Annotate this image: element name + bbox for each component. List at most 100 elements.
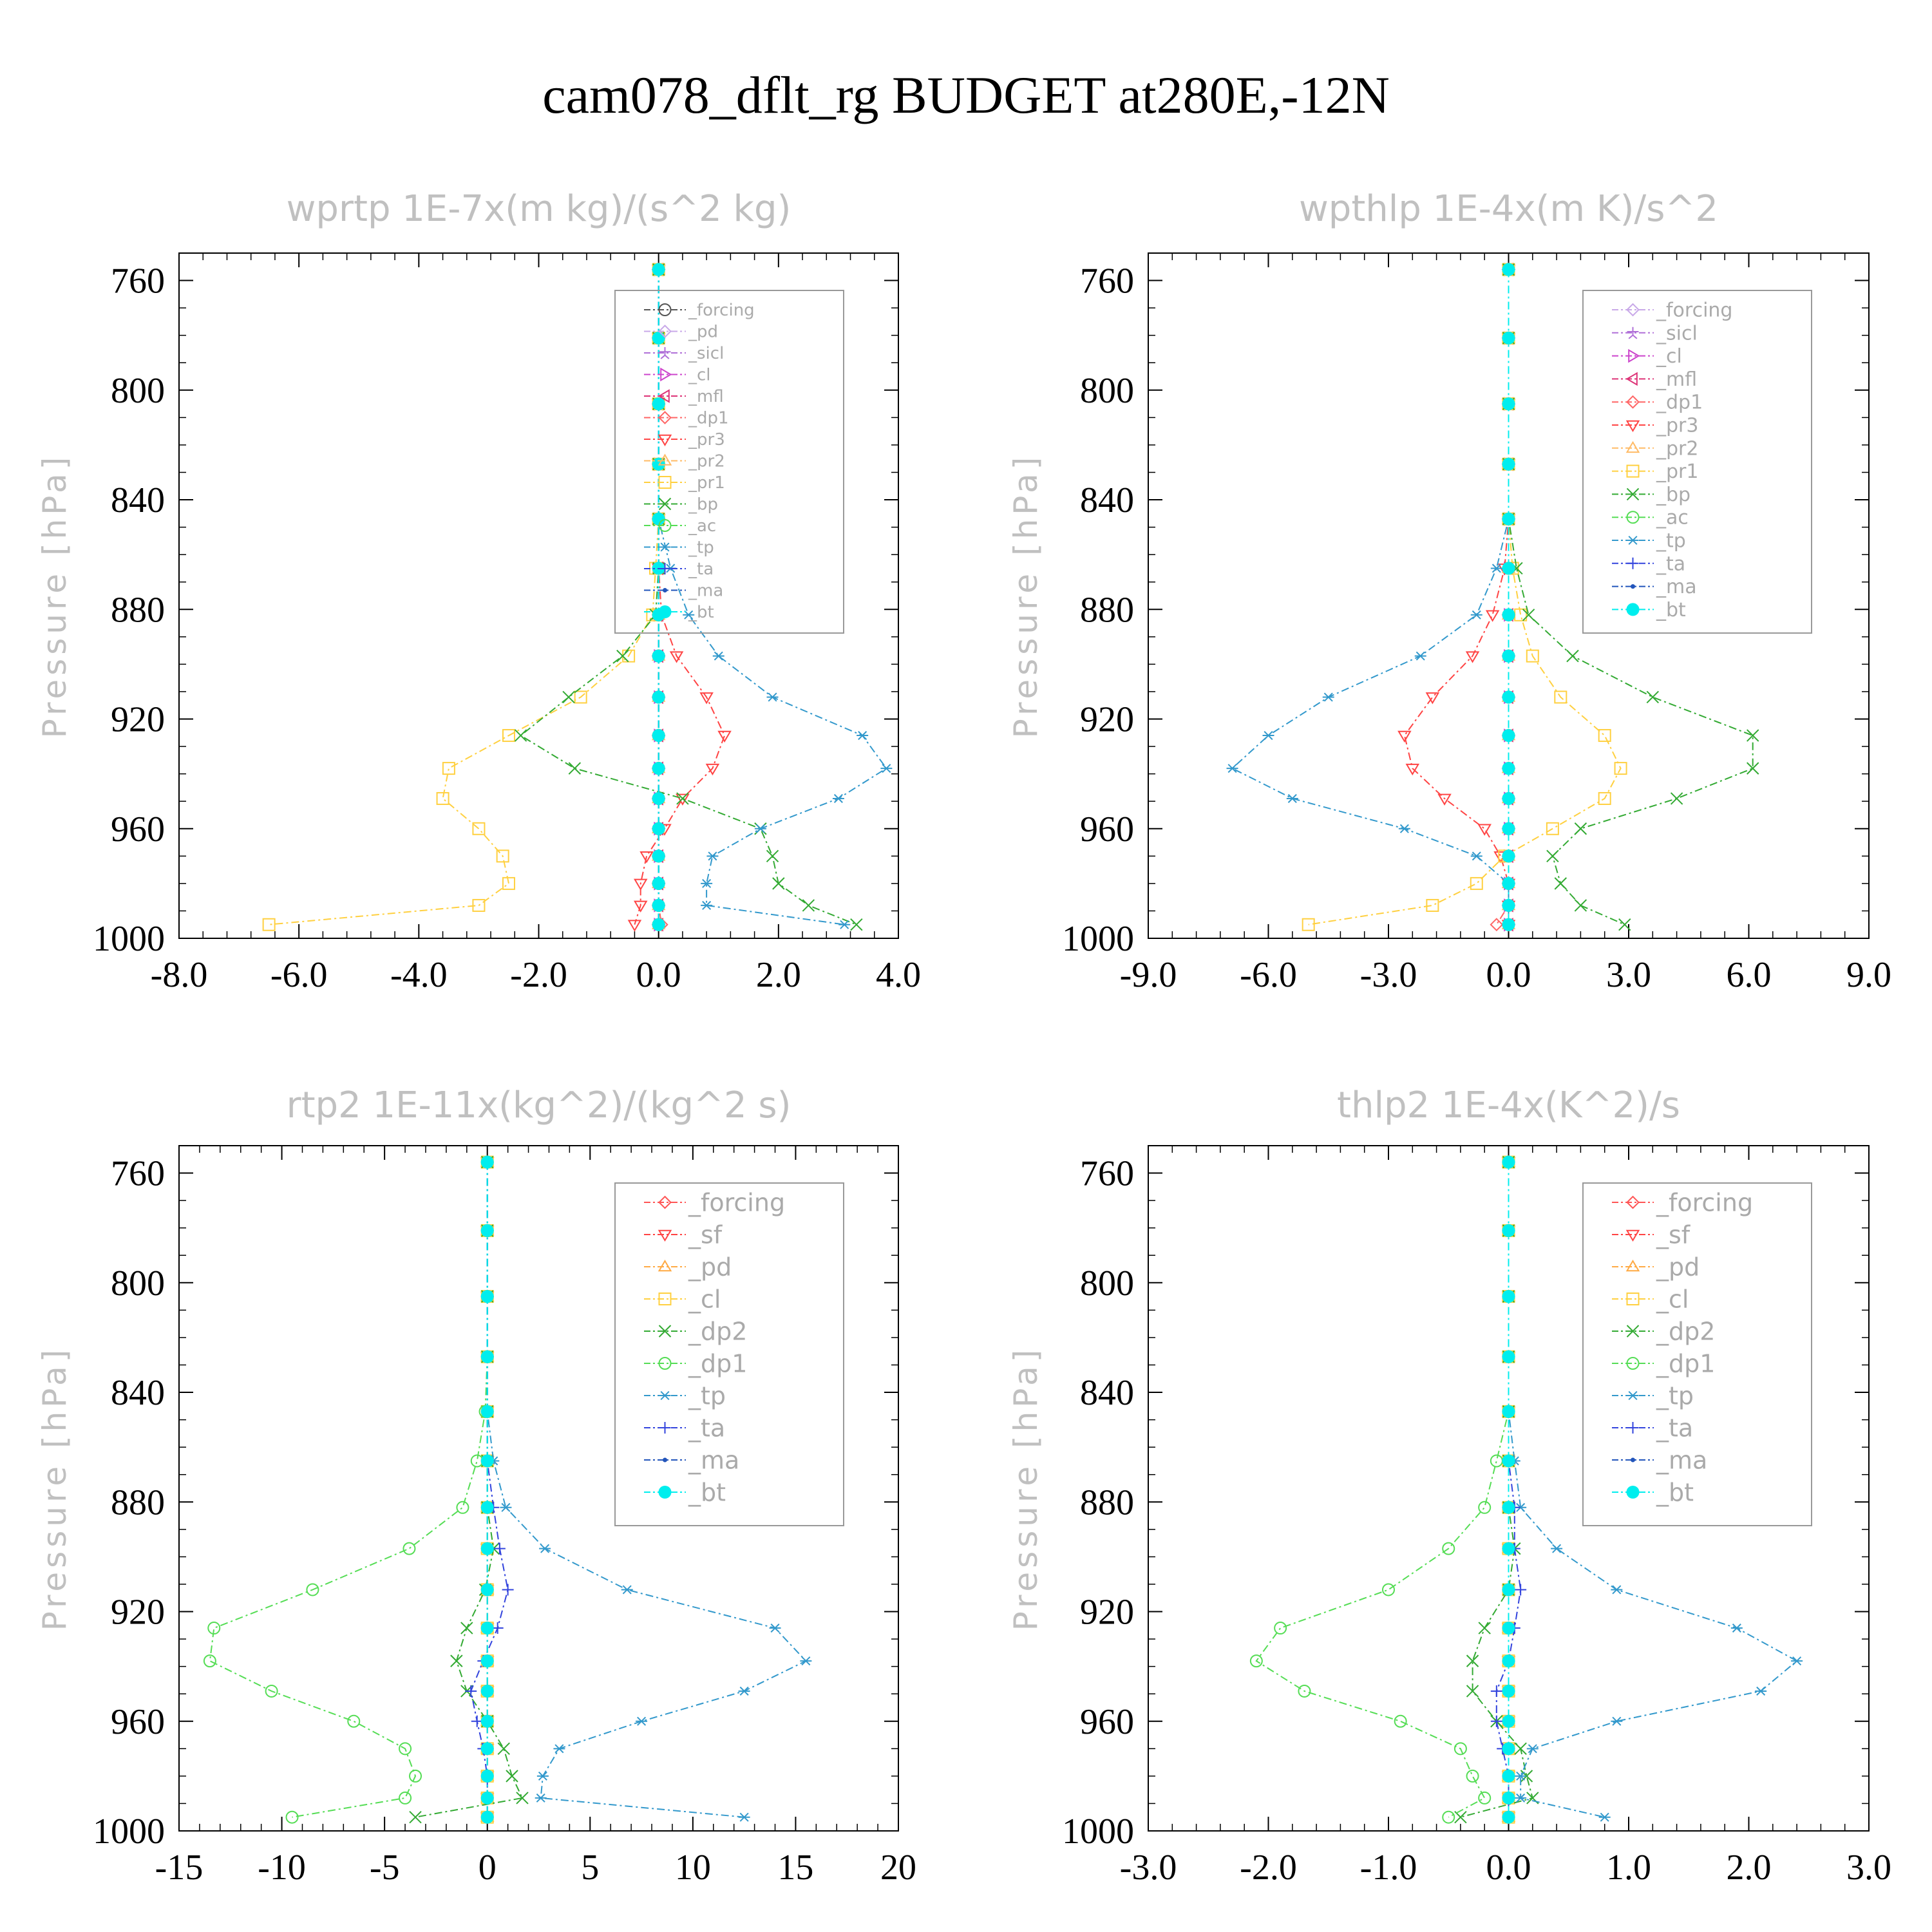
data-point bbox=[1502, 332, 1515, 345]
data-point bbox=[437, 793, 449, 804]
legend-label: _ac bbox=[1656, 507, 1689, 529]
legend-marker bbox=[1627, 1261, 1639, 1271]
legend-label: _mfl bbox=[1656, 368, 1697, 391]
data-point bbox=[1502, 1583, 1515, 1596]
data-point bbox=[494, 1543, 506, 1555]
legend-marker bbox=[659, 1261, 671, 1271]
legend-label: _forcing bbox=[1656, 299, 1732, 322]
y-axis-label: Pressure [hPa] bbox=[1007, 453, 1045, 739]
data-point bbox=[481, 1811, 494, 1824]
data-point bbox=[1671, 793, 1683, 804]
data-point bbox=[1731, 1624, 1743, 1633]
x-tick-label: -1.0 bbox=[1360, 1848, 1417, 1888]
data-point bbox=[1383, 1584, 1394, 1595]
data-point bbox=[498, 1743, 509, 1754]
series-pr1 bbox=[1303, 264, 1627, 931]
data-point bbox=[1502, 690, 1515, 703]
data-point bbox=[652, 849, 665, 862]
legend-label: _sf bbox=[1656, 1220, 1691, 1249]
y-tick-label: 840 bbox=[111, 1373, 165, 1413]
data-point bbox=[348, 1716, 359, 1727]
legend-marker bbox=[1627, 442, 1639, 452]
legend-marker bbox=[1627, 1486, 1640, 1499]
data-point bbox=[1502, 918, 1515, 931]
data-point bbox=[1502, 822, 1515, 835]
legend-marker bbox=[659, 1486, 672, 1499]
y-tick-label: 1000 bbox=[1062, 1812, 1134, 1852]
y-tick-label: 800 bbox=[111, 371, 165, 411]
legend-label: _sicl bbox=[688, 344, 724, 363]
series-pr3 bbox=[1399, 265, 1515, 930]
series-tp bbox=[482, 1158, 812, 1821]
data-point bbox=[403, 1543, 415, 1555]
legend-label: _ta bbox=[688, 1414, 725, 1442]
legend-label: _bt bbox=[688, 603, 714, 622]
series-line bbox=[1509, 270, 1753, 925]
series-bt bbox=[481, 1156, 494, 1824]
data-point bbox=[1575, 900, 1586, 911]
data-point bbox=[481, 1290, 494, 1303]
x-tick-label: -6.0 bbox=[1240, 955, 1297, 995]
legend-label: _dp1 bbox=[1656, 392, 1703, 414]
legend-label: _cl bbox=[1656, 1285, 1689, 1313]
legend-label: _tp bbox=[688, 538, 714, 558]
data-point bbox=[481, 1224, 494, 1237]
data-point bbox=[399, 1792, 411, 1804]
x-tick-label: -15 bbox=[155, 1848, 204, 1888]
data-point bbox=[569, 762, 580, 774]
data-point bbox=[1502, 1654, 1515, 1667]
data-point bbox=[652, 729, 665, 742]
data-point bbox=[1502, 762, 1515, 775]
data-point bbox=[1502, 650, 1515, 663]
data-point bbox=[553, 1745, 565, 1753]
chart-panel-4: thlp2 1E-4x(K^2)/sPressure [hPa]76080084… bbox=[1007, 1084, 1891, 1888]
x-tick-label: 9.0 bbox=[1846, 955, 1891, 995]
y-tick-label: 840 bbox=[1080, 480, 1134, 520]
figure-title: cam078_dflt_rg BUDGET at280E,-12N bbox=[542, 66, 1390, 124]
legend-label: _forcing bbox=[688, 301, 755, 320]
data-point bbox=[1471, 878, 1482, 889]
legend: _forcing_sf_pd_cl_dp2_dp1_tp_ta_ma_bt bbox=[1583, 1183, 1812, 1526]
data-point bbox=[1491, 919, 1502, 931]
legend-marker bbox=[659, 1231, 671, 1240]
data-point bbox=[1502, 263, 1515, 276]
data-point bbox=[1567, 650, 1578, 662]
legend-label: _ac bbox=[688, 516, 716, 536]
data-point bbox=[1263, 732, 1274, 740]
data-point bbox=[506, 1770, 518, 1782]
data-point bbox=[481, 1654, 494, 1667]
data-point bbox=[481, 1685, 494, 1698]
data-point bbox=[1747, 730, 1759, 741]
chart-panels: wprtp 1E-7x(m kg)/(s^2 kg) Pressure [hPa]… bbox=[36, 188, 1891, 1888]
legend-label: _pr3 bbox=[688, 430, 725, 450]
panel-title: wpthlp 1E-4x(m K)/s^2 bbox=[1299, 188, 1718, 230]
data-point bbox=[767, 693, 779, 701]
data-point bbox=[1467, 1655, 1479, 1667]
data-point bbox=[652, 397, 665, 410]
legend-label: _ma bbox=[1656, 576, 1697, 598]
panel-title: rtp2 1E-11x(kg^2)/(kg^2 s) bbox=[287, 1084, 791, 1126]
data-point bbox=[1523, 609, 1535, 621]
y-tick-label: 960 bbox=[1080, 1702, 1134, 1742]
x-tick-label: 10 bbox=[675, 1848, 711, 1888]
x-tick-label: 0.0 bbox=[1486, 955, 1531, 995]
y-tick-label: 1000 bbox=[93, 1812, 165, 1852]
data-point bbox=[652, 762, 665, 775]
data-point bbox=[1491, 1685, 1502, 1697]
data-point bbox=[1303, 919, 1314, 931]
data-point bbox=[1502, 792, 1515, 805]
data-point bbox=[652, 263, 665, 276]
data-point bbox=[461, 1622, 473, 1634]
data-point bbox=[1502, 1622, 1515, 1634]
x-tick-label: 20 bbox=[880, 1848, 916, 1888]
series-line bbox=[1509, 1162, 1797, 1817]
legend-label: _bt bbox=[688, 1478, 726, 1506]
series-pr1 bbox=[263, 264, 665, 931]
legend-label: _dp1 bbox=[688, 409, 729, 428]
data-point bbox=[1491, 1455, 1502, 1466]
data-point bbox=[515, 730, 527, 741]
data-point bbox=[481, 1622, 494, 1634]
legend-marker bbox=[1631, 584, 1635, 589]
data-point bbox=[773, 878, 784, 889]
